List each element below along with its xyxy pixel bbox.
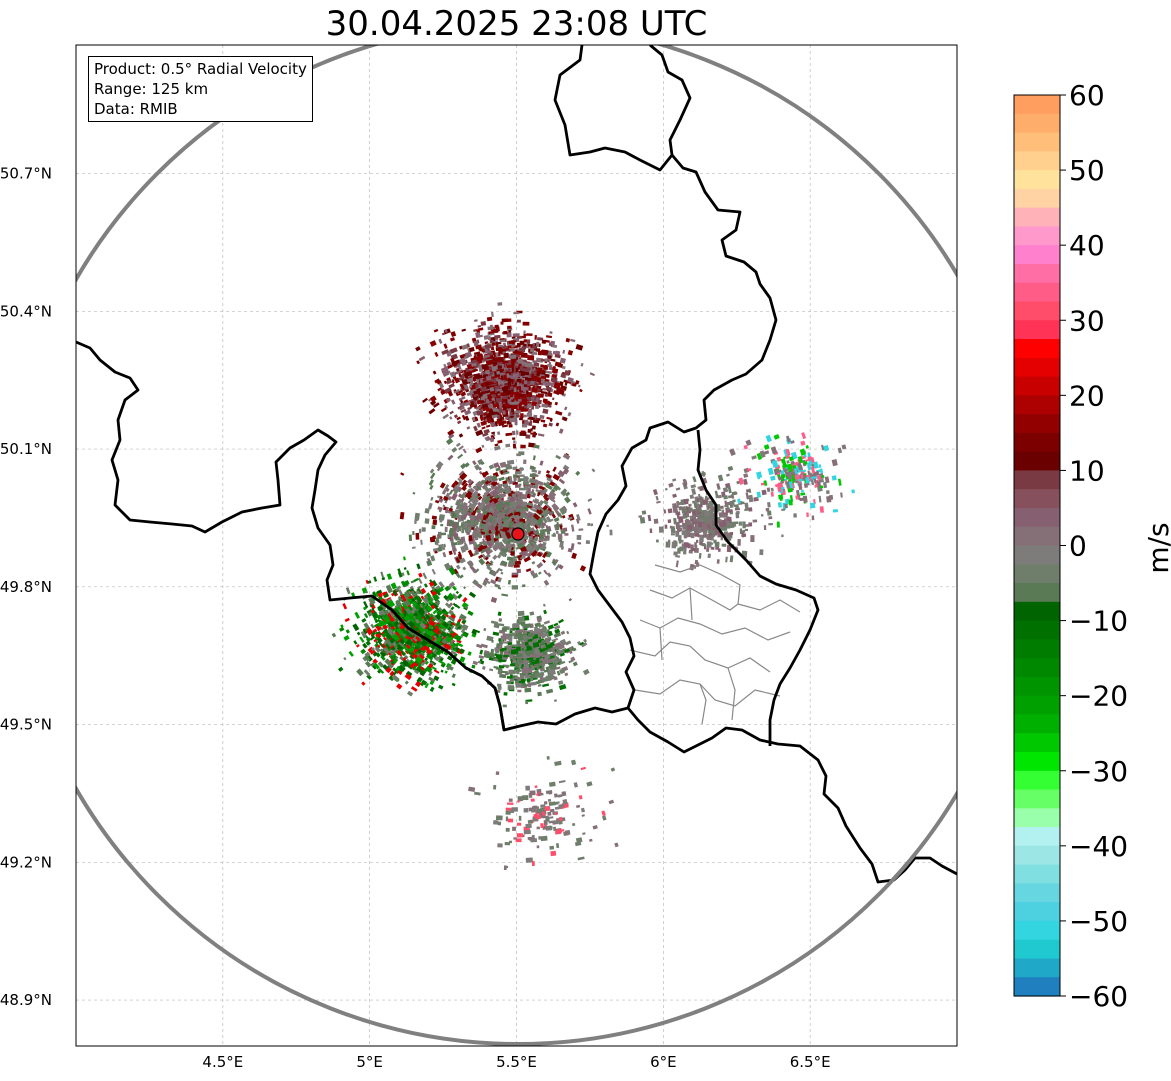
radar-range-ring [76,45,957,1046]
colorbar-segment [1014,733,1060,753]
colorbar-segment [1014,939,1060,960]
colorbar-segment [1014,827,1060,847]
colorbar-segment [1014,188,1060,209]
colorbar-segment [1014,770,1060,791]
colorbar-segment [1014,601,1060,622]
longitude-ticks: 4.5°E 5°E 5.5°E 6°E 6.5°E [202,1053,830,1071]
colorbar-unit-label: m/s [1142,522,1171,573]
colorbar-segment [1014,263,1060,284]
radar-site-marker [511,527,525,541]
colorbar-tick-label: 10 [1069,454,1105,487]
lat-tick-label: 49.2°N [0,853,52,871]
colorbar-segment [1014,470,1060,490]
map-title: 30.04.2025 23:08 UTC [325,4,708,44]
colorbar-segment [1014,451,1060,472]
southeast-radial-velocity-region [472,603,590,708]
colorbar-tick-label: 0 [1069,530,1087,563]
province-boundaries [629,564,801,725]
map-gridlines [76,45,957,1046]
south-radial-velocity-region [468,756,619,871]
range-label: Range: 125 km [94,80,209,98]
colorbar-segment [1014,639,1060,659]
colorbar-segment [1014,695,1060,716]
colorbar-segment [1014,170,1060,190]
colorbar-tick-label: 30 [1069,304,1105,337]
lat-tick-label: 50.4°N [0,302,52,320]
colorbar-segment [1014,245,1060,265]
colorbar-segment [1014,320,1060,340]
map-frame [75,44,958,1047]
lon-tick-label: 4.5°E [202,1053,243,1071]
lat-tick-label: 49.5°N [0,716,52,734]
colorbar-tick-label: 60 [1069,79,1105,112]
colorbar-tick-label: −30 [1069,755,1128,788]
lon-tick-label: 5°E [356,1053,383,1071]
colorbar-segment [1014,583,1060,603]
colorbar-segment [1014,902,1060,922]
colorbar-tick-label: −40 [1069,830,1128,863]
colorbar-segment [1014,151,1060,171]
radar-echoes [331,302,855,871]
colorbar-segment [1014,676,1060,697]
colorbar-segment [1014,714,1060,734]
data-source-label: Data: RMIB [94,100,178,118]
product-label: Product: 0.5° Radial Velocity [94,60,307,78]
colorbar-segment [1014,339,1060,359]
lon-tick-label: 6.5°E [790,1053,831,1071]
colorbar-segment [1014,545,1060,565]
colorbar-tick-label: −10 [1069,605,1128,638]
lat-tick-label: 50.7°N [0,165,52,183]
colorbar-segment [1014,489,1060,509]
colorbar-segment [1014,507,1060,528]
colorbar-segment [1014,920,1060,941]
colorbar-tick-label: 20 [1069,379,1105,412]
center-radial-velocity-region [399,432,613,608]
colorbar-segment [1014,414,1060,434]
colorbar-segment [1014,226,1060,246]
lat-tick-label: 50.1°N [0,440,52,458]
colorbar-segment [1014,751,1060,772]
latitude-ticks: 50.7°N 50.4°N 50.1°N 49.8°N 49.5°N 49.2°N 48.9… [0,165,52,1010]
colorbar-segment [1014,620,1060,640]
lon-tick-label: 6°E [650,1053,677,1071]
colorbar-tick-label: −60 [1069,980,1128,1013]
product-info-box: Product: 0.5° Radial Velocity Range: 125… [88,56,313,122]
colorbar-segment [1014,789,1060,809]
colorbar-segment [1014,658,1060,678]
colorbar-segment [1014,282,1060,303]
velocity-colorbar [1014,95,1060,997]
northern-radial-velocity-region [415,302,595,449]
lon-tick-label: 5.5°E [496,1053,537,1071]
lat-tick-label: 48.9°N [0,991,52,1009]
colorbar-tick-label: 40 [1069,229,1105,262]
lat-tick-label: 49.8°N [0,578,52,596]
colorbar-tick-label: 50 [1069,154,1105,187]
colorbar-segment [1014,95,1060,115]
colorbar-segment [1014,207,1060,227]
country-borders [76,45,957,884]
colorbar-segment [1014,395,1060,415]
colorbar-segment [1014,808,1060,828]
colorbar-segment [1014,977,1060,997]
colorbar-tick-label: −20 [1069,680,1128,713]
colorbar-segment [1014,301,1060,321]
colorbar-tick-label: −50 [1069,905,1128,938]
colorbar-segment [1014,432,1060,453]
colorbar-segment [1014,883,1060,903]
colorbar-segment [1014,526,1060,547]
colorbar-segment [1014,113,1060,134]
colorbar-segment [1014,376,1060,396]
colorbar-segment [1014,845,1060,866]
colorbar-segment [1014,357,1060,378]
colorbar-ticks: 60 50 40 30 20 10 0 −10 −20 −30 −40 −50 −60 [1060,79,1128,1013]
colorbar-segment [1014,564,1060,584]
far-east-radial-velocity-region [729,432,855,528]
colorbar-segment [1014,132,1060,152]
colorbar-segment [1014,958,1060,978]
colorbar-segment [1014,864,1060,884]
